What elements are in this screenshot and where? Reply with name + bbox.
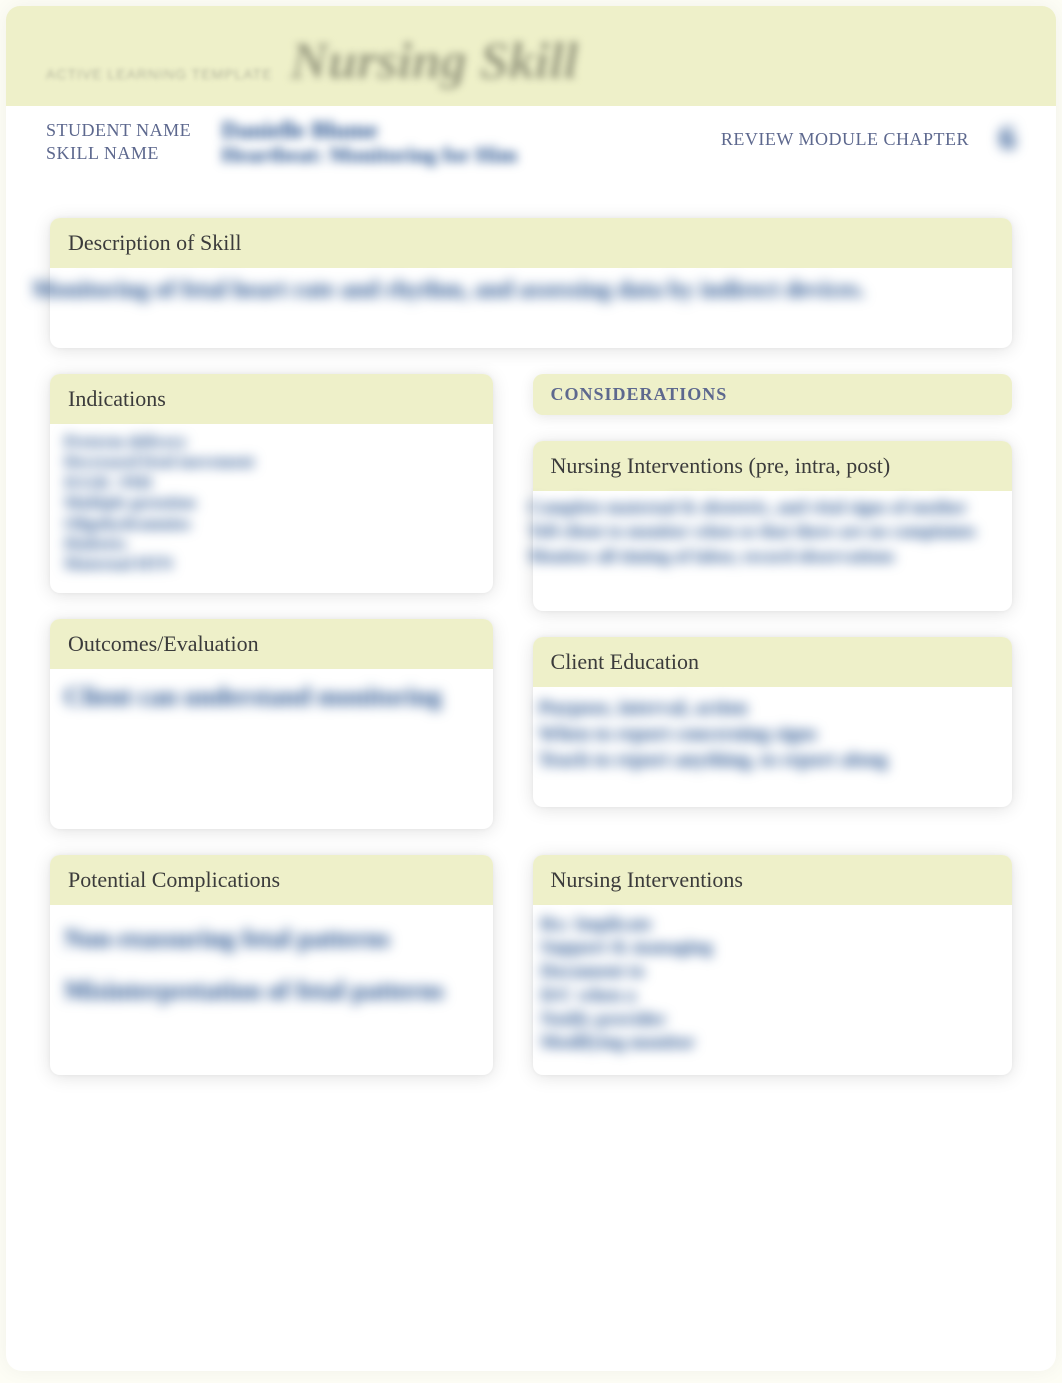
outcomes-title: Outcomes/Evaluation [50, 619, 493, 669]
outcomes-card: Outcomes/Evaluation Client can understan… [50, 619, 493, 829]
education-card: Client Education Purpose, interval, acti… [533, 637, 1012, 807]
complications-title: Potential Complications [50, 855, 493, 905]
indications-card: Indications Preterm delivery Decreased f… [50, 374, 493, 593]
skill-name-value: Heartbeat: Monitoring for Him [221, 142, 517, 168]
indications-title: Indications [50, 374, 493, 424]
row-1: Indications Preterm delivery Decreased f… [50, 374, 1012, 855]
description-text: Monitoring of fetal heart rate and rhyth… [32, 272, 998, 308]
template-page: ACTIVE LEARNING TEMPLATE Nursing Skill S… [6, 6, 1056, 1371]
complications-text: Non-reassuring fetal patterns Misinterpr… [64, 913, 479, 1017]
education-title: Client Education [533, 637, 1012, 687]
review-chapter: REVIEW MODULE CHAPTER 6 [721, 120, 1016, 158]
interventions1-title: Nursing Interventions (pre, intra, post) [533, 441, 1012, 491]
header-values: Danielle Blume Heartbeat: Monitoring for… [221, 120, 691, 170]
review-chapter-label: REVIEW MODULE CHAPTER [721, 129, 969, 150]
interventions1-text: Complete maternal & obstetric, and vital… [529, 495, 1042, 568]
complications-card: Potential Complications Non-reassuring f… [50, 855, 493, 1075]
header-row: STUDENT NAME SKILL NAME Danielle Blume H… [6, 106, 1056, 178]
interventions2-text: Rx: Implicate Support & managing Documen… [541, 913, 998, 1056]
interventions2-card: Nursing Interventions Rx: Implicate Supp… [533, 855, 1012, 1075]
template-label: ACTIVE LEARNING TEMPLATE [46, 66, 273, 82]
review-chapter-value: 6 [999, 120, 1016, 158]
education-text: Purpose, interval, action When to report… [539, 695, 998, 773]
considerations-header: CONSIDERATIONS [533, 374, 1012, 415]
student-name-label: STUDENT NAME [46, 120, 191, 141]
content-area: Description of Skill Monitoring of fetal… [6, 178, 1056, 1121]
page-title: Nursing Skill [291, 36, 579, 88]
header-labels: STUDENT NAME SKILL NAME [46, 120, 191, 164]
interventions2-title: Nursing Interventions [533, 855, 1012, 905]
skill-name-label: SKILL NAME [46, 143, 191, 164]
description-title: Description of Skill [50, 218, 1012, 268]
interventions1-card: Nursing Interventions (pre, intra, post)… [533, 441, 1012, 611]
student-name-value: Danielle Blume [221, 118, 378, 145]
indications-text: Preterm delivery Decreased fetal movemen… [64, 432, 479, 575]
outcomes-text: Client can understand monitoring [64, 677, 479, 716]
row-2: Potential Complications Non-reassuring f… [50, 855, 1012, 1101]
top-banner: ACTIVE LEARNING TEMPLATE Nursing Skill [6, 6, 1056, 106]
description-card: Description of Skill Monitoring of fetal… [50, 218, 1012, 348]
